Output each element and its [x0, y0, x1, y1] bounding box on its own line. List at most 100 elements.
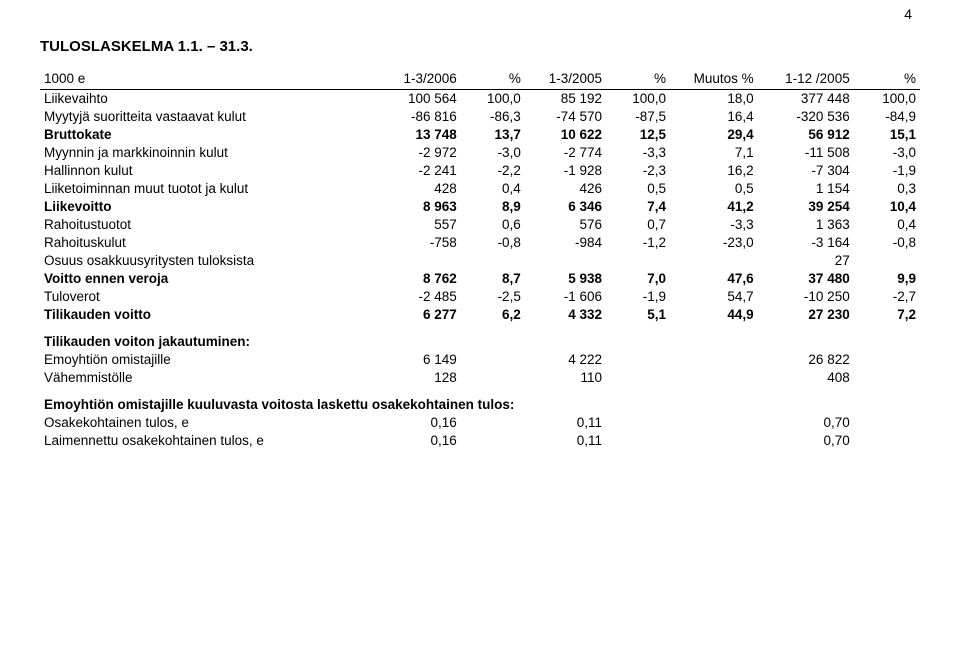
cell-value: 0,16 [380, 414, 461, 432]
cell-value: 0,11 [525, 432, 606, 450]
cell-value: 408 [758, 369, 854, 387]
cell-value: 0,4 [854, 216, 920, 234]
header-col: 1-12 /2005 [758, 69, 854, 89]
table-header-row: 1000 e 1-3/2006 % 1-3/2005 % Muutos % 1-… [40, 69, 920, 89]
table-row: Tuloverot-2 485-2,5-1 606-1,954,7-10 250… [40, 288, 920, 306]
row-label: Tilikauden voitto [40, 306, 380, 324]
cell-value [854, 252, 920, 270]
row-label: Voitto ennen veroja [40, 270, 380, 288]
cell-value: 0,70 [758, 432, 854, 450]
cell-value: 7,0 [606, 270, 670, 288]
cell-value: -1,9 [854, 162, 920, 180]
cell-value: 0,5 [670, 180, 758, 198]
cell-value: 0,7 [606, 216, 670, 234]
cell-value: 1 154 [758, 180, 854, 198]
cell-value: 5,1 [606, 306, 670, 324]
cell-value: 12,5 [606, 126, 670, 144]
cell-value [461, 351, 525, 369]
row-label: Rahoitustuotot [40, 216, 380, 234]
cell-value: 0,16 [380, 432, 461, 450]
row-label: Myynnin ja markkinoinnin kulut [40, 144, 380, 162]
cell-value: 100,0 [461, 89, 525, 108]
cell-value: -2,3 [606, 162, 670, 180]
cell-value: 7,2 [854, 306, 920, 324]
cell-value: 9,9 [854, 270, 920, 288]
row-label: Liikevaihto [40, 89, 380, 108]
cell-value: -2 241 [380, 162, 461, 180]
cell-value [461, 432, 525, 450]
cell-value: 0,3 [854, 180, 920, 198]
cell-value: 29,4 [670, 126, 758, 144]
cell-value: -1,9 [606, 288, 670, 306]
row-label: Liikevoitto [40, 198, 380, 216]
cell-value: 100,0 [606, 89, 670, 108]
cell-value: 0,11 [525, 414, 606, 432]
cell-value: -84,9 [854, 108, 920, 126]
cell-value: 37 480 [758, 270, 854, 288]
distribution-heading-row: Tilikauden voiton jakautuminen: [40, 333, 920, 351]
cell-value: -1 928 [525, 162, 606, 180]
cell-value: 8,9 [461, 198, 525, 216]
cell-value: -3,0 [461, 144, 525, 162]
row-label: Osakekohtainen tulos, e [40, 414, 380, 432]
cell-value [854, 351, 920, 369]
cell-value: -2,5 [461, 288, 525, 306]
cell-value: 557 [380, 216, 461, 234]
cell-value: -2 485 [380, 288, 461, 306]
cell-value: -758 [380, 234, 461, 252]
row-label: Laimennettu osakekohtainen tulos, e [40, 432, 380, 450]
cell-value: -2,2 [461, 162, 525, 180]
cell-value: 27 230 [758, 306, 854, 324]
cell-value: -86 816 [380, 108, 461, 126]
table-row: Voitto ennen veroja8 7628,75 9387,047,63… [40, 270, 920, 288]
cell-value [670, 351, 758, 369]
cell-value: -984 [525, 234, 606, 252]
cell-value: 39 254 [758, 198, 854, 216]
cell-value: -74 570 [525, 108, 606, 126]
cell-value: 428 [380, 180, 461, 198]
cell-value: 6,2 [461, 306, 525, 324]
table-row: Liiketoiminnan muut tuotot ja kulut4280,… [40, 180, 920, 198]
cell-value [606, 369, 670, 387]
cell-value [854, 414, 920, 432]
cell-value: 4 222 [525, 351, 606, 369]
cell-value: 100,0 [854, 89, 920, 108]
row-label: Tuloverot [40, 288, 380, 306]
cell-value [606, 414, 670, 432]
cell-value: -3,3 [606, 144, 670, 162]
table-row: Myytyjä suoritteita vastaavat kulut-86 8… [40, 108, 920, 126]
row-label: Vähemmistölle [40, 369, 380, 387]
eps-intro: Emoyhtiön omistajille kuuluvasta voitost… [40, 396, 920, 414]
cell-value: -1 606 [525, 288, 606, 306]
cell-value: -1,2 [606, 234, 670, 252]
cell-value: -2,7 [854, 288, 920, 306]
cell-value: -2 774 [525, 144, 606, 162]
cell-value: 1 363 [758, 216, 854, 234]
cell-value: 13 748 [380, 126, 461, 144]
income-statement-table: 1000 e 1-3/2006 % 1-3/2005 % Muutos % 1-… [40, 69, 920, 450]
cell-value: 8,7 [461, 270, 525, 288]
cell-value: 47,6 [670, 270, 758, 288]
cell-value: 6 346 [525, 198, 606, 216]
cell-value: 7,1 [670, 144, 758, 162]
cell-value [461, 369, 525, 387]
cell-value: -2 972 [380, 144, 461, 162]
table-row: Laimennettu osakekohtainen tulos, e0,16 0… [40, 432, 920, 450]
row-label: Emoyhtiön omistajille [40, 351, 380, 369]
cell-value: 426 [525, 180, 606, 198]
cell-value: -86,3 [461, 108, 525, 126]
row-label: Bruttokate [40, 126, 380, 144]
table-row: Liikevaihto100 564100,085 192100,018,037… [40, 89, 920, 108]
cell-value: 0,6 [461, 216, 525, 234]
table-row: Osuus osakkuusyritysten tuloksista27 [40, 252, 920, 270]
cell-value: 26 822 [758, 351, 854, 369]
cell-value [461, 414, 525, 432]
header-col: Muutos % [670, 69, 758, 89]
cell-value [854, 432, 920, 450]
cell-value [670, 432, 758, 450]
table-row: Osakekohtainen tulos, e0,160,110,70 [40, 414, 920, 432]
row-label: Myytyjä suoritteita vastaavat kulut [40, 108, 380, 126]
page-number: 4 [904, 6, 912, 22]
cell-value: 85 192 [525, 89, 606, 108]
cell-value: -3 164 [758, 234, 854, 252]
